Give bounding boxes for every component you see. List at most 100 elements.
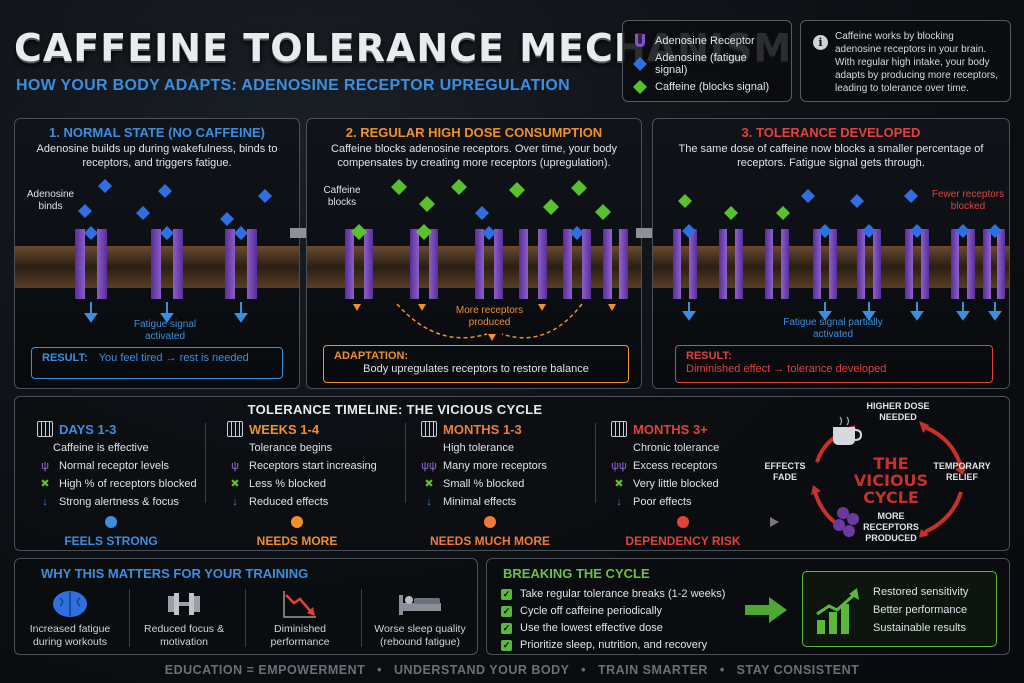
cycle-right-label: TEMPORARY RELIEF [933,461,991,482]
panel-title: 3. TOLERANCE DEVELOPED [741,125,921,140]
stage-status: DEPENDENCY RISK [625,534,741,548]
stage-line: ↓ Poor effects [611,493,801,511]
stage-status: NEEDS MUCH MORE [429,534,550,548]
receptor-group [345,229,628,299]
divider [595,423,596,503]
stage-summary: Chronic tolerance [633,442,720,454]
why-item: Increased fatigue during workouts [15,589,125,649]
blue-diamond-icon [633,56,647,71]
fatigue-signal-arrows [84,302,248,323]
membrane-diagram [15,179,299,323]
down-arrow-icon: ↓ [42,496,48,508]
timeline-dot [677,516,689,528]
why-item: Diminished performance [245,589,355,649]
result-box: RESULT: You feel tired → rest is needed [31,347,283,379]
legend-label: Adenosine (fatigue signal) [655,51,747,76]
fatigue-signal-arrows [682,302,1002,321]
receptor-cluster-icon [833,507,859,537]
stage-line-text: Reduced effects [249,496,329,508]
stage-line-text: Excess receptors [633,460,718,472]
caffeine-molecules [678,194,790,220]
why-item: Worse sleep quality (rebound fatigue) [361,589,479,649]
info-box: i Caffeine works by blocking adenosine r… [800,20,1011,102]
legend-item-adenosine: Adenosine (fatigue signal) [633,51,781,76]
calendar-icon [611,421,627,437]
blocked-icon: ✖ [614,478,624,490]
result-text: Diminished effect → tolerance developed [686,363,887,375]
divider [245,589,246,647]
down-arrow-icon: ↓ [426,496,432,508]
receptor-icon: ψψ [611,460,627,472]
fatigue-signal-label: Fatigue signal activated [133,319,197,342]
receptor-icon [635,33,645,47]
panel-normal-state: 1. NORMAL STATE (NO CAFFEINE) Adenosine … [14,118,300,389]
timeline-dot [291,516,303,528]
stage-months-3-plus: MONTHS 3+ Chronic tolerance ψψ Excess rec… [611,419,801,511]
bed-icon [399,595,441,615]
timeline-dot [105,516,117,528]
adaptation-box: ADAPTATION: Body upregulates receptors t… [323,345,629,383]
divider [129,589,130,647]
panel-tolerance: 3. TOLERANCE DEVELOPED The same dose of … [652,118,1010,389]
stage-line-text: Very little blocked [633,478,719,490]
stage-line-text: Many more receptors [443,460,547,472]
adenosine-binds-label: Adenosine binds [26,189,75,212]
stage-line: ✖ Very little blocked [611,475,801,493]
panel-description: Caffeine blocks adenosine receptors. Ove… [331,143,617,169]
receptor-group [673,229,1005,299]
stage-line: ✖ Less % blocked [227,475,417,493]
receptor-icon: ψ [41,460,49,472]
stage-line: ψψ Many more receptors [421,457,611,475]
check-icon: ✓ [501,605,512,617]
stage-line: ψψ Excess receptors [611,457,801,475]
fewer-receptors-label: Fewer receptors blocked [931,189,1005,212]
divider [205,423,206,503]
stage-line-text: Normal receptor levels [59,460,170,472]
blocked-icon: ✖ [40,478,50,490]
why-item: Reduced focus & motivation [129,589,239,649]
stage-heading-text: DAYS 1-3 [59,421,117,437]
more-receptors-label: More receptors produced [455,305,524,328]
result-text: Body upregulates receptors to restore ba… [363,363,589,375]
stage-heading-text: MONTHS 1-3 [443,421,522,437]
stage-summary: Caffeine is effective [53,442,149,454]
adenosine-molecules [78,179,272,226]
stage-line: ↓ Strong alertness & focus [37,493,227,511]
stage-summary: High tolerance [443,442,514,454]
stage-status: FEELS STRONG [64,534,158,548]
divider [405,423,406,503]
why-item-label: Reduced focus & motivation [144,623,224,648]
vicious-cycle-diagram [811,416,967,538]
cycle-center-label: THE VICIOUS CYCLE [853,454,929,507]
stage-days-1-3: DAYS 1-3 Caffeine is effective ψ Normal r… [37,419,227,511]
timeline-axis [35,516,779,528]
why-matters-section: WHY THIS MATTERS FOR YOUR TRAINING Incre… [14,558,478,655]
down-arrow-icon: ↓ [232,496,238,508]
legend-label: Adenosine Receptor [655,34,755,47]
stage-line-text: Small % blocked [443,478,525,490]
upregulation-arrows [396,303,583,339]
results-box: Restored sensitivity Better performance … [802,571,997,647]
down-arrow-icon: ↓ [616,496,622,508]
check-icon: ✓ [501,639,512,651]
stage-line-text: Minimal effects [443,496,517,508]
bound-adenosine [482,226,584,240]
cycle-bottom-label: MORE RECEPTORS PRODUCED [863,511,919,543]
green-arrow-icon [745,597,787,623]
breaking-cycle-section: BREAKING THE CYCLE ✓ Take regular toleran… [486,558,1010,655]
caffeine-blocks-label: Caffeine blocks [323,185,361,208]
stage-line: ψ Receptors start increasing [227,457,417,475]
adenosine-molecules [475,206,489,220]
stage-heading: DAYS 1-3 [37,419,227,439]
stage-status: NEEDS MORE [256,534,338,548]
stage-months-1-3: MONTHS 1-3 High tolerance ψψ Many more re… [421,419,611,511]
calendar-icon [421,421,437,437]
why-item-label: Increased fatigue during workouts [29,623,111,648]
panel-description: The same dose of caffeine now blocks a s… [678,143,984,169]
info-text: Caffeine works by blocking adenosine rec… [835,31,998,94]
result-line: Better performance [873,604,968,616]
result-line: Sustainable results [873,622,966,634]
breaking-item: ✓ Use the lowest effective dose [501,620,663,636]
section-title: WHY THIS MATTERS FOR YOUR TRAINING [41,566,309,581]
dumbbell-icon [168,593,200,615]
